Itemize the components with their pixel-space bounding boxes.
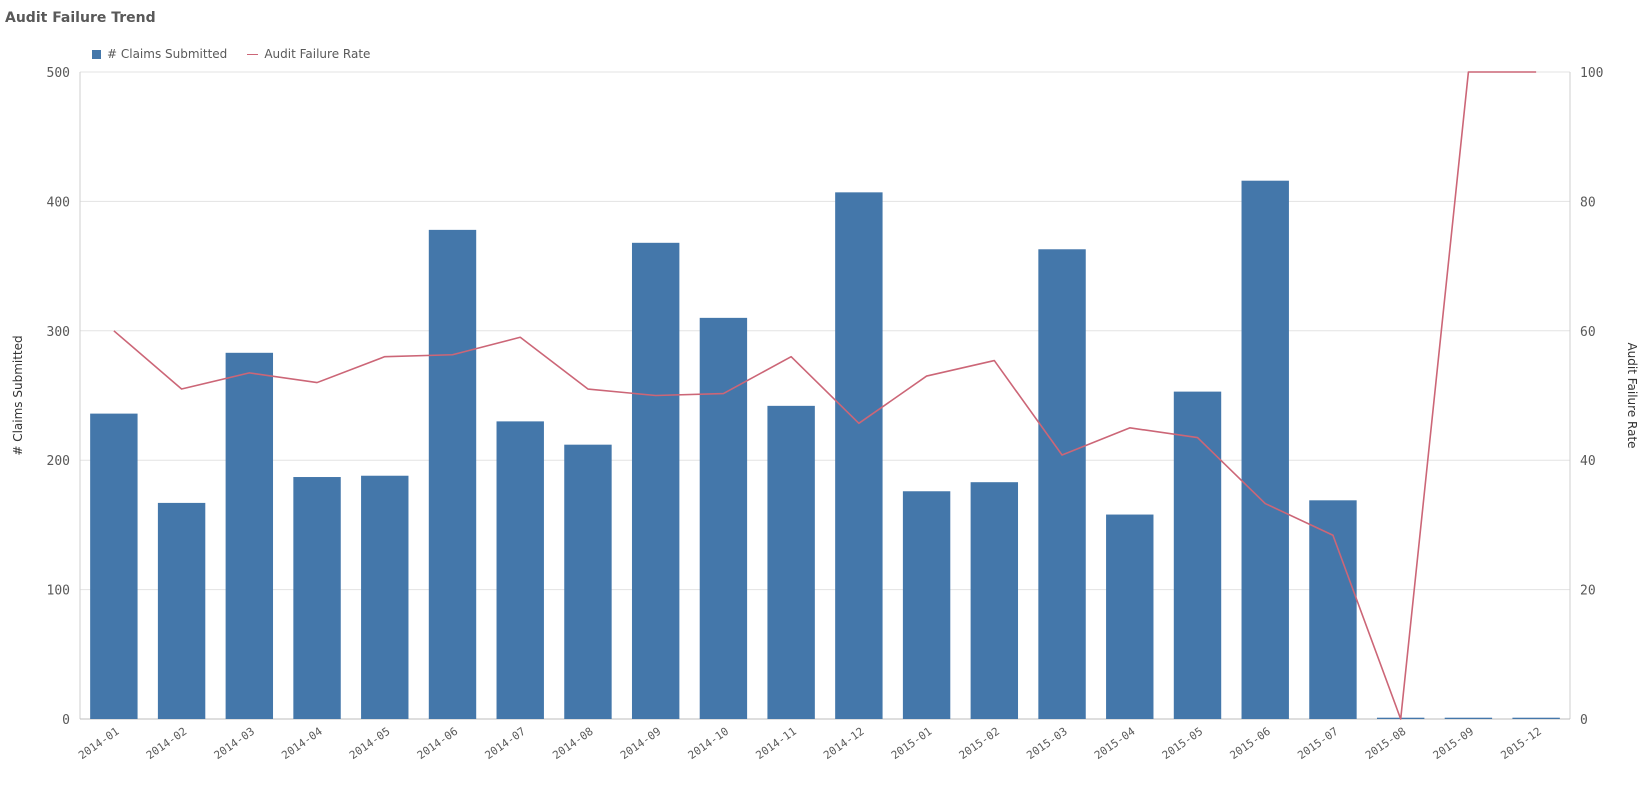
bar (564, 444, 612, 719)
bar (157, 502, 206, 719)
bar (90, 413, 138, 719)
y-tick-label-right: 0 (1580, 713, 1588, 728)
x-tick-label: 2015-06 (1228, 725, 1273, 762)
bar (835, 192, 883, 720)
x-tick-label: 2014-12 (821, 725, 866, 762)
y-tick-label-right: 100 (1580, 66, 1603, 81)
legend-label-audit-failure-rate: Audit Failure Rate (264, 47, 371, 61)
x-tick-label: 2015-08 (1363, 725, 1408, 762)
bar (1512, 717, 1560, 719)
x-tick-label: 2015-04 (1092, 725, 1138, 762)
y-axis-title-left: # Claims Submitted (11, 335, 25, 455)
bar (1444, 717, 1493, 719)
y-tick-label-right: 80 (1580, 195, 1596, 210)
bar (970, 482, 1019, 719)
x-tick-label: 2014-07 (483, 725, 528, 762)
y-axis-title-right: Audit Failure Rate (1625, 342, 1639, 448)
x-tick-label: 2015-02 (957, 725, 1002, 762)
legend: # Claims Submitted Audit Failure Rate (92, 47, 390, 61)
y-tick-label-left: 100 (47, 584, 70, 599)
line-series-audit-failure-rate (113, 71, 1537, 720)
bar (1038, 249, 1086, 719)
bar (1309, 500, 1357, 719)
bar (631, 242, 680, 720)
x-tick-label: 2015-07 (1295, 725, 1340, 762)
x-tick-label: 2014-08 (550, 725, 595, 762)
y-tick-label-left: 200 (47, 454, 70, 469)
x-tick-label: 2015-09 (1431, 725, 1476, 762)
x-tick-label: 2015-03 (1024, 725, 1069, 762)
bar (1241, 180, 1289, 720)
y-tick-label-left: 400 (47, 195, 70, 210)
bar (1106, 514, 1154, 719)
x-tick-label: 2014-04 (279, 725, 325, 762)
y-tick-label-right: 20 (1580, 584, 1596, 599)
x-tick-label: 2015-01 (889, 725, 934, 762)
y-tick-label-left: 300 (47, 325, 70, 340)
bar (699, 317, 748, 719)
legend-label-claims-submitted: # Claims Submitted (107, 47, 228, 61)
bar (293, 477, 341, 719)
bar (361, 475, 409, 719)
x-tick-label: 2015-05 (1160, 725, 1205, 762)
x-tick-label: 2014-06 (415, 725, 460, 762)
x-tick-label: 2014-01 (76, 725, 121, 762)
bar (428, 229, 477, 720)
legend-item-audit-failure-rate[interactable]: Audit Failure Rate (247, 47, 370, 61)
x-tick-label: 2014-02 (144, 725, 189, 762)
bar (902, 491, 951, 719)
y-tick-label-left: 0 (62, 713, 70, 728)
y-tick-label-right: 60 (1580, 325, 1596, 340)
x-tick-label: 2014-05 (347, 725, 392, 762)
x-tick-label: 2015-12 (1498, 725, 1543, 762)
chart-title: Audit Failure Trend (5, 10, 156, 26)
x-tick-label: 2014-09 (618, 725, 663, 762)
x-tick-label: 2014-10 (686, 725, 731, 762)
legend-swatch-line (247, 53, 259, 55)
x-tick-label: 2014-03 (212, 725, 257, 762)
bar (225, 352, 274, 719)
y-tick-label-right: 40 (1580, 454, 1596, 469)
y-tick-label-left: 500 (47, 66, 70, 81)
legend-swatch-bar (92, 49, 101, 59)
x-tick-label: 2014-11 (753, 725, 798, 762)
bar (1173, 391, 1222, 719)
bar (767, 405, 815, 719)
bar (496, 421, 544, 719)
legend-item-claims-submitted[interactable]: # Claims Submitted (92, 47, 227, 61)
